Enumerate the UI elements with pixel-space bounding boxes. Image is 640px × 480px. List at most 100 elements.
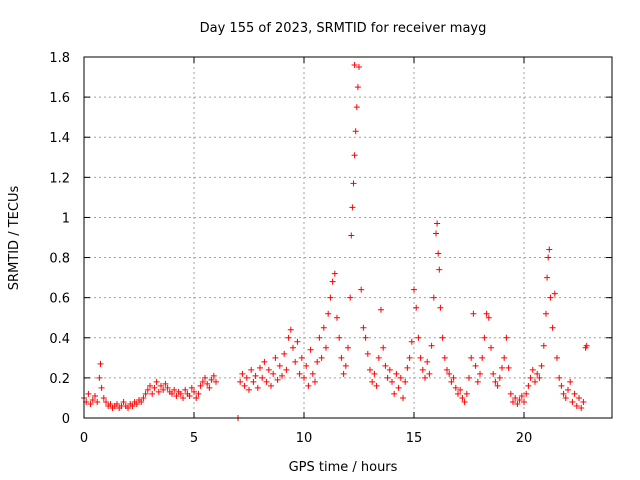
- data-point-marker: [246, 386, 252, 393]
- y-tick-label: 0.8: [49, 252, 70, 267]
- data-point-marker: [314, 358, 321, 365]
- data-point-marker: [543, 310, 549, 317]
- data-point-marker: [571, 390, 578, 397]
- data-point-marker: [92, 392, 98, 399]
- data-point-marker: [345, 344, 351, 351]
- data-point-marker: [562, 394, 569, 401]
- data-point-marker: [529, 366, 536, 373]
- data-point-marker: [426, 370, 433, 377]
- data-point-marker: [485, 314, 492, 321]
- data-point-marker: [380, 344, 387, 351]
- data-point-marker: [512, 394, 519, 401]
- data-point-marker: [305, 382, 312, 389]
- data-point-marker: [270, 370, 277, 377]
- data-point-marker: [340, 370, 347, 377]
- data-point-marker: [477, 370, 483, 377]
- data-point-marker: [309, 370, 316, 377]
- data-point-marker: [257, 364, 263, 371]
- data-point-marker: [521, 398, 527, 405]
- data-point-marker: [481, 334, 488, 341]
- data-point-marker: [507, 390, 514, 397]
- data-point-marker: [554, 354, 560, 361]
- data-point-marker: [351, 62, 358, 69]
- data-point-marker: [441, 354, 448, 361]
- data-point-marker: [576, 394, 582, 401]
- data-point-marker: [424, 358, 431, 365]
- data-point-marker: [89, 396, 96, 403]
- data-point-marker: [87, 400, 94, 407]
- data-point-marker: [329, 278, 336, 285]
- y-tick-label: 0.2: [49, 372, 70, 387]
- y-tick-label: 0: [62, 412, 70, 427]
- data-point-marker: [488, 344, 494, 351]
- data-point-marker: [474, 378, 481, 385]
- data-point-marker: [129, 402, 136, 409]
- data-point-marker: [191, 388, 197, 395]
- data-point-marker: [375, 354, 382, 361]
- data-point-marker: [527, 374, 534, 381]
- data-point-marker: [327, 294, 334, 301]
- data-point-marker: [452, 384, 459, 391]
- y-tick-label: 1.8: [49, 51, 70, 66]
- data-point-marker: [279, 372, 285, 379]
- data-point-marker: [470, 310, 477, 317]
- data-point-marker: [197, 382, 204, 389]
- data-point-marker: [206, 384, 213, 391]
- data-point-marker: [573, 402, 580, 409]
- data-point-marker: [307, 346, 314, 353]
- y-tick-label: 1.4: [49, 131, 70, 146]
- data-point-marker: [523, 390, 530, 397]
- data-point-marker: [395, 384, 402, 391]
- y-tick-label: 0.4: [49, 332, 70, 347]
- data-point-marker: [248, 366, 255, 373]
- data-point-marker: [386, 366, 393, 373]
- data-point-marker: [419, 366, 426, 373]
- data-point-marker: [351, 152, 358, 159]
- data-point-marker: [402, 378, 409, 385]
- data-point-marker: [120, 398, 127, 405]
- data-point-marker: [318, 354, 325, 361]
- data-point-marker: [147, 382, 153, 389]
- data-point-marker: [241, 382, 248, 389]
- data-point-marker: [546, 246, 553, 253]
- y-axis-label: SRMTID / TECUs: [7, 186, 22, 291]
- data-point-marker: [272, 354, 279, 361]
- data-point-marker: [237, 378, 244, 385]
- data-point-marker: [525, 382, 532, 389]
- plot-frame: [83, 56, 613, 419]
- data-point-marker: [303, 362, 310, 369]
- data-point-marker: [492, 378, 499, 385]
- data-point-marker: [583, 342, 590, 349]
- data-point-marker: [155, 388, 162, 395]
- data-point-marker: [434, 220, 441, 227]
- y-tick-label: 1.2: [49, 171, 70, 186]
- data-point-marker: [518, 392, 525, 399]
- data-point-marker: [292, 358, 299, 365]
- data-point-marker: [384, 374, 391, 381]
- data-point-marker: [285, 334, 292, 341]
- data-point-marker: [450, 374, 457, 381]
- data-point-marker: [298, 354, 305, 361]
- data-point-marker: [349, 204, 356, 211]
- data-point-marker: [437, 304, 444, 311]
- data-point-marker: [358, 286, 365, 293]
- data-point-marker: [417, 354, 424, 361]
- data-point-marker: [325, 310, 332, 317]
- x-tick-label: 10: [296, 431, 313, 446]
- data-point-marker: [331, 270, 338, 277]
- data-point-marker: [348, 232, 355, 239]
- data-point-marker: [140, 394, 147, 401]
- axis-ticks: [83, 56, 612, 419]
- data-point-marker: [336, 334, 343, 341]
- data-point-marker: [125, 404, 131, 411]
- data-point-marker: [490, 370, 497, 377]
- data-point-marker: [364, 350, 371, 357]
- data-point-marker: [578, 404, 585, 411]
- grid: [84, 57, 612, 418]
- data-point-marker: [296, 370, 303, 377]
- data-point-marker: [171, 386, 178, 393]
- data-point-marker: [404, 364, 411, 371]
- data-point-marker: [415, 334, 422, 341]
- x-tick-label: 15: [406, 431, 423, 446]
- data-point-marker: [107, 400, 114, 407]
